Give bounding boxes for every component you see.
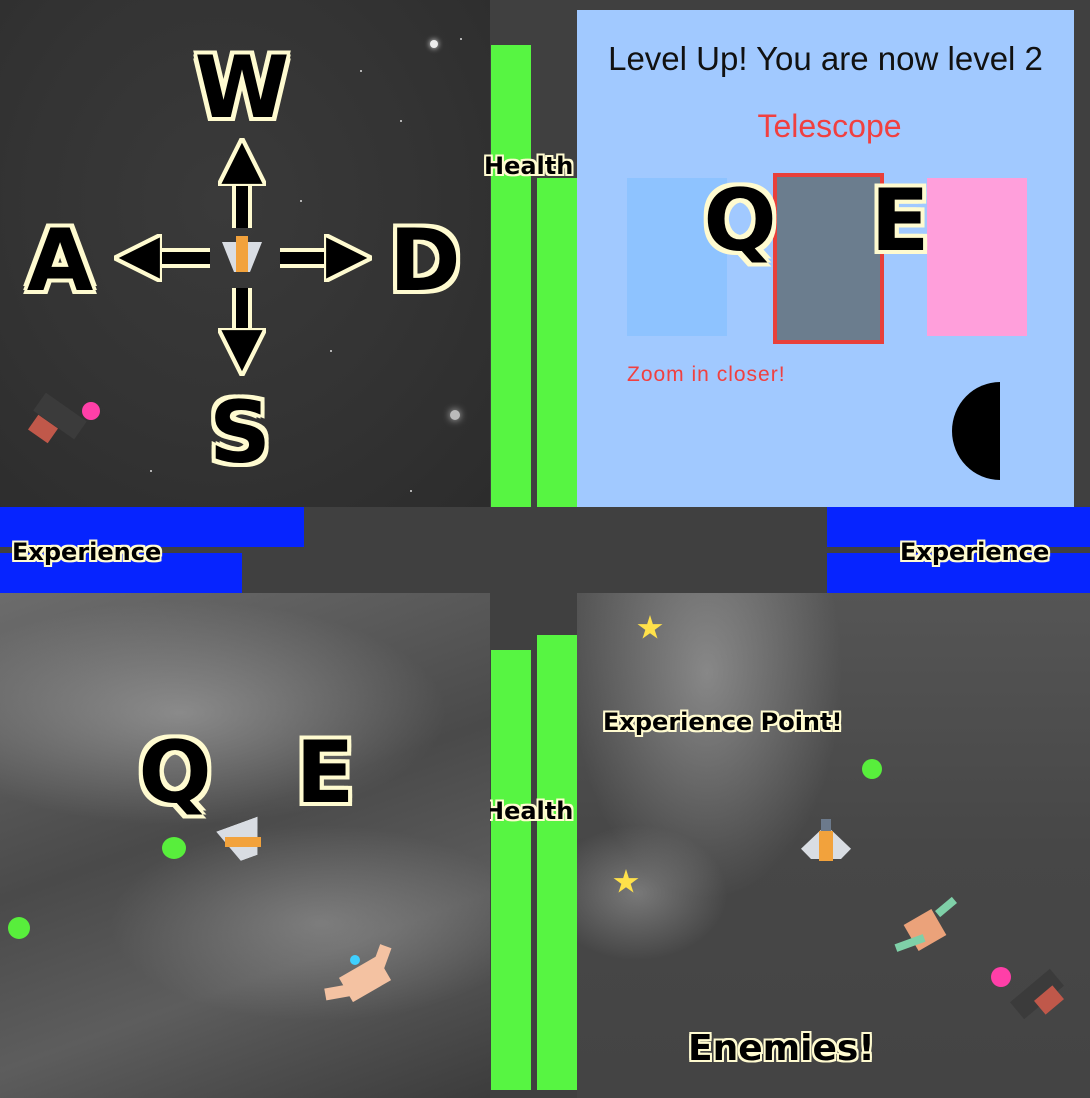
enemies-annotation: Enemies!	[688, 1028, 875, 1069]
enemy-ship	[324, 944, 405, 1015]
upgrade-name: Telescope	[757, 108, 902, 144]
upgrade-hint: Zoom in closer!	[627, 363, 786, 386]
enemy-bullet	[350, 955, 360, 965]
player-ship	[799, 815, 853, 865]
star-pickup-icon	[637, 615, 663, 639]
level-up-panel: Level Up! You are now level 2 Telescope …	[577, 10, 1074, 507]
health-label: Health	[484, 152, 574, 180]
experience-label: Experience	[900, 538, 1050, 566]
experience-bar-left-upper	[0, 507, 304, 547]
experience-orb	[8, 917, 30, 939]
telescope-icon	[952, 382, 1000, 480]
health-label: Health	[484, 797, 574, 825]
key-q-label: Q	[703, 171, 777, 271]
enemy-bullet	[82, 402, 100, 420]
enemy-ship	[894, 896, 965, 959]
key-e-label: E	[870, 171, 930, 271]
key-w-label: W	[194, 38, 290, 138]
player-ship	[218, 232, 266, 280]
star	[410, 490, 412, 492]
key-q-label: Q	[138, 723, 212, 823]
star	[330, 350, 332, 352]
star	[400, 120, 402, 122]
star	[460, 38, 462, 40]
enemy-bullet	[991, 967, 1011, 987]
health-bar-top-left	[491, 45, 531, 507]
key-e-label: E	[295, 723, 355, 823]
upgrade-card-left[interactable]	[627, 178, 727, 336]
key-d-label: D	[389, 211, 461, 311]
experience-bar-left-lower	[0, 553, 242, 593]
experience-orb	[862, 759, 882, 779]
star	[430, 40, 438, 48]
upgrade-card-selected[interactable]	[773, 173, 884, 344]
star	[300, 200, 302, 202]
experience-bar-right-upper	[827, 507, 1090, 547]
health-bar-top-right	[537, 178, 577, 507]
star	[360, 70, 362, 72]
experience-bar-right-lower	[827, 553, 1090, 593]
experience-label: Experience	[12, 538, 162, 566]
star	[150, 470, 152, 472]
key-a-label: A	[26, 211, 94, 311]
game-view-bottom-left	[0, 593, 490, 1098]
upgrade-card-right[interactable]	[927, 178, 1027, 336]
health-bar-bottom-left	[491, 650, 531, 1090]
experience-point-icon	[613, 869, 639, 893]
player-ship	[215, 815, 271, 867]
health-bar-bottom-right	[537, 635, 577, 1090]
game-view-top-left	[0, 0, 490, 507]
experience-point-annotation: Experience Point!	[603, 708, 843, 736]
level-up-title: Level Up! You are now level 2	[608, 40, 1043, 77]
enemy-ship	[1001, 965, 1071, 1029]
key-s-label: S	[209, 383, 271, 483]
star	[450, 410, 460, 420]
game-view-bottom-right	[577, 593, 1090, 1098]
experience-orb	[162, 837, 186, 859]
